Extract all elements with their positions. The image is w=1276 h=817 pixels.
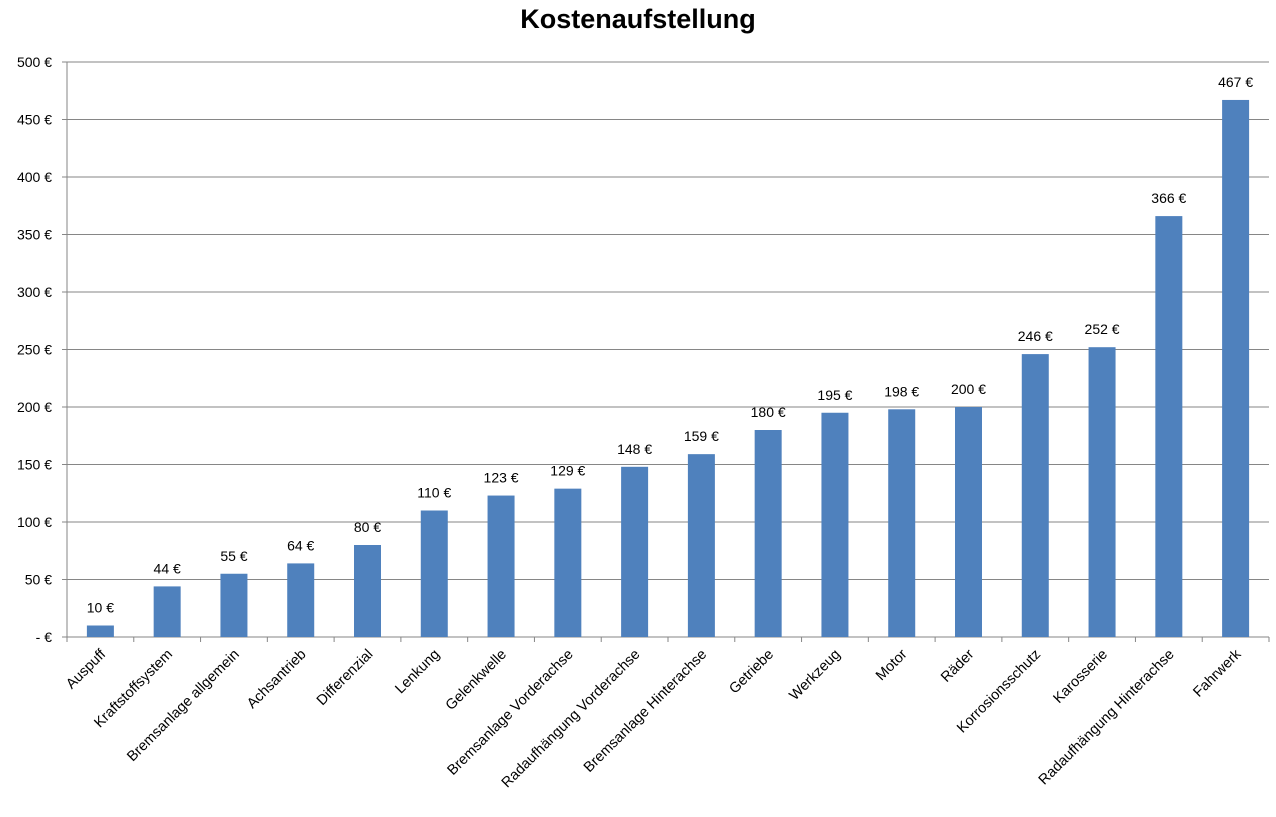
bar — [86, 625, 114, 637]
data-label: 129 € — [550, 463, 585, 479]
category-label: Getriebe — [726, 647, 777, 698]
data-label: 467 € — [1218, 74, 1253, 90]
category-label: Bremsanlage allgemein — [124, 647, 242, 765]
category-label: Räder — [938, 646, 977, 685]
bar — [687, 454, 715, 637]
data-label: 64 € — [287, 537, 314, 553]
y-tick-label: 300 € — [17, 284, 52, 300]
bars — [86, 99, 1250, 637]
category-label: Gelenkwelle — [443, 647, 510, 714]
bar — [1155, 216, 1183, 637]
bar — [1088, 347, 1116, 637]
data-label: 123 € — [484, 470, 519, 486]
bar — [821, 412, 849, 637]
y-tick-label: 400 € — [17, 169, 52, 185]
data-label: 252 € — [1085, 321, 1120, 337]
data-label: 80 € — [354, 519, 381, 535]
category-label: Bremsanlage Vorderachse — [445, 647, 577, 779]
bar — [420, 510, 448, 637]
bar — [754, 430, 782, 637]
category-label: Karosserie — [1051, 647, 1111, 707]
data-label: 44 € — [154, 560, 181, 576]
y-tick-label: 450 € — [17, 112, 52, 128]
y-tick-label: 200 € — [17, 399, 52, 415]
y-tick-label: 250 € — [17, 342, 52, 358]
y-tick-label: 150 € — [17, 457, 52, 473]
category-label: Bremsanlage Hinterachse — [581, 647, 710, 776]
axes — [62, 61, 1270, 642]
bar — [220, 573, 248, 637]
category-label: Werkzeug — [786, 647, 843, 704]
data-label: 246 € — [1018, 328, 1053, 344]
data-label: 180 € — [751, 404, 786, 420]
category-label: Differenzial — [314, 647, 376, 709]
data-label: 10 € — [87, 600, 114, 616]
data-label: 148 € — [617, 441, 652, 457]
bar — [1222, 99, 1250, 637]
bar — [621, 466, 649, 637]
gridlines — [67, 61, 1269, 580]
data-label: 366 € — [1151, 190, 1186, 206]
data-label: 110 € — [417, 485, 451, 501]
category-label: Radaufhängung Hinterachse — [1036, 647, 1178, 789]
y-tick-label: - € — [36, 629, 53, 645]
category-label: Radaufhängung Vorderachse — [499, 647, 644, 792]
data-label: 200 € — [951, 381, 986, 397]
category-label: Achsantrieb — [244, 647, 309, 712]
bar — [354, 545, 381, 637]
labels: - € 50 € 100 € 150 € 200 € 250 € 300 € 350 € 400… — [17, 54, 1253, 791]
y-tick-label: 350 € — [17, 227, 52, 243]
bar — [287, 563, 315, 637]
data-label: 195 € — [817, 387, 852, 403]
chart-title: Kostenaufstellung — [520, 4, 756, 34]
data-label: 159 € — [684, 428, 719, 444]
bar — [487, 495, 515, 637]
y-tick-label: 100 € — [17, 514, 52, 530]
data-label: 55 € — [220, 548, 247, 564]
category-label: Auspuff — [63, 646, 110, 693]
data-label: 198 € — [884, 383, 919, 399]
bar — [1021, 354, 1049, 637]
category-label: Fahrwerk — [1190, 646, 1245, 701]
category-label: Lenkung — [392, 647, 443, 698]
y-tick-label: 50 € — [25, 572, 52, 588]
bar — [888, 409, 916, 637]
y-tick-label: 500 € — [17, 54, 52, 70]
bar — [554, 488, 582, 637]
bar — [153, 586, 181, 637]
bar — [955, 407, 982, 637]
category-label: Motor — [873, 646, 911, 684]
